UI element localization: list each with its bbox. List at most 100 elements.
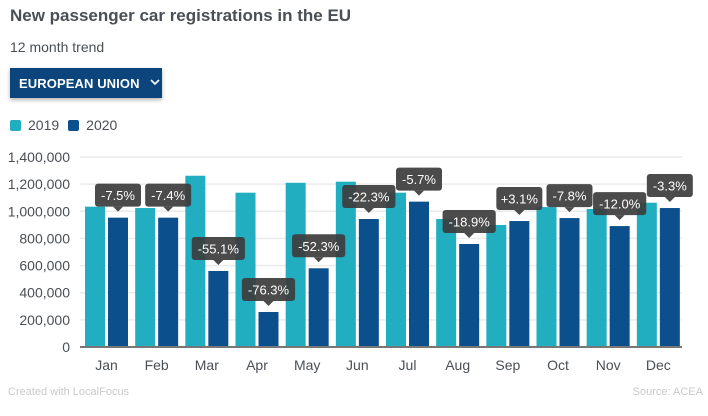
change-label-text: -5.7% [402, 172, 436, 187]
change-label-text: +3.1% [501, 192, 539, 207]
bar-2019-jun[interactable] [335, 181, 356, 347]
legend: 2019 2020 [10, 117, 126, 133]
x-tick-label: Oct [547, 357, 569, 373]
bar-2020-dec[interactable] [659, 208, 680, 347]
change-label-box [442, 209, 496, 233]
change-label-pointer [313, 257, 324, 263]
y-tick-label: 400,000 [19, 285, 70, 301]
bar-2019-may[interactable] [285, 182, 306, 347]
change-label-oct: -7.8% [546, 184, 593, 213]
change-label-text: -76.3% [248, 282, 290, 297]
region-dropdown[interactable]: EUROPEAN UNION [10, 68, 162, 98]
bar-2020-nov[interactable] [609, 226, 630, 347]
y-tick-label: 600,000 [19, 258, 70, 274]
change-label-pointer [614, 215, 625, 221]
legend-swatch-2019 [10, 119, 21, 131]
change-label-text: -7.5% [101, 188, 135, 203]
bar-2019-apr[interactable] [235, 192, 256, 347]
bar-2020-jul[interactable] [409, 201, 429, 347]
change-label-jul: -5.7% [396, 167, 442, 196]
change-label-box [292, 234, 346, 258]
bar-2019-jan[interactable] [85, 206, 105, 347]
legend-label-2020: 2020 [86, 117, 118, 133]
change-label-pointer [564, 207, 575, 213]
x-tick-label: Jul [399, 357, 417, 373]
change-label-mar: -55.1% [191, 237, 245, 265]
change-label-pointer [163, 206, 174, 212]
bar-2020-apr[interactable] [258, 311, 279, 347]
change-label-pointer [363, 208, 374, 214]
change-label-pointer [213, 260, 224, 265]
x-tick-label: May [294, 357, 320, 373]
x-tick-label: Sep [495, 357, 520, 373]
bar-2020-jun[interactable] [358, 219, 379, 347]
change-label-box [646, 174, 693, 198]
change-label-aug: -18.9% [442, 209, 496, 238]
change-label-box [593, 192, 647, 216]
bar-2019-feb[interactable] [135, 208, 156, 347]
change-label-jan: -7.5% [95, 183, 141, 212]
change-label-sep: +3.1% [496, 187, 543, 216]
bar-2019-sep[interactable] [486, 224, 507, 347]
x-tick-label: Jun [346, 357, 369, 373]
bar-2020-oct[interactable] [559, 218, 580, 347]
credit-text[interactable]: Created with LocalFocus [8, 386, 130, 398]
y-tick-label: 200,000 [19, 312, 70, 328]
region-dropdown-label: EUROPEAN UNION [19, 75, 140, 91]
change-label-box [396, 167, 442, 191]
change-label-text: -3.3% [653, 179, 687, 194]
bar-2019-mar[interactable] [185, 175, 206, 347]
change-label-apr: -76.3% [241, 277, 296, 306]
bar-2019-dec[interactable] [636, 202, 657, 347]
change-label-dec: -3.3% [646, 174, 693, 203]
change-label-text: -7.8% [553, 189, 587, 204]
bar-2020-aug[interactable] [459, 243, 480, 347]
change-label-text: -12.0% [599, 197, 641, 212]
source-text: Source: ACEA [632, 386, 703, 398]
legend-item-2019[interactable]: 2019 [10, 117, 59, 133]
change-label-pointer [263, 300, 274, 306]
x-tick-label: Nov [596, 357, 621, 373]
chart-title: New passenger car registrations in the E… [10, 6, 352, 25]
y-tick-label: 0 [62, 339, 70, 355]
y-tick-label: 1,200,000 [8, 176, 70, 192]
bar-2019-aug[interactable] [436, 219, 457, 347]
bar-chart: 0 200,000 400,000 600,000 800,000 1,000,000 1,… [8, 149, 693, 373]
change-label-may: -52.3% [292, 234, 346, 263]
legend-label-2019: 2019 [28, 117, 60, 133]
change-label-pointer [113, 206, 123, 212]
bar-2020-may[interactable] [308, 268, 329, 347]
legend-item-2020[interactable]: 2020 [68, 117, 117, 133]
x-tick-label: Jan [95, 357, 118, 373]
change-label-box [546, 184, 593, 208]
bar-2019-jul[interactable] [386, 192, 406, 347]
bar-2020-sep[interactable] [509, 221, 530, 347]
y-tick-label: 1,400,000 [8, 149, 70, 165]
y-tick-label: 1,000,000 [8, 203, 70, 219]
chevron-down-icon [150, 77, 160, 89]
change-label-box [191, 237, 245, 260]
bar-2020-mar[interactable] [208, 271, 229, 347]
change-label-feb: -7.4% [145, 183, 192, 212]
y-tick-label: 800,000 [19, 230, 70, 246]
bar-2020-feb[interactable] [158, 217, 179, 347]
change-label-text: -7.4% [151, 188, 185, 203]
change-label-pointer [414, 190, 424, 196]
change-label-text: -52.3% [298, 239, 340, 254]
x-tick-label: Mar [195, 357, 219, 373]
change-label-text: -22.3% [348, 190, 390, 205]
bar-2019-nov[interactable] [586, 208, 607, 347]
change-label-box [496, 187, 543, 211]
bar-2020-jan[interactable] [108, 217, 128, 347]
change-label-jun: -22.3% [342, 185, 396, 214]
change-label-box [95, 183, 141, 207]
change-label-box [342, 185, 396, 209]
legend-swatch-2020 [68, 119, 80, 131]
x-tick-label: Apr [246, 357, 268, 373]
chart-subtitle: 12 month trend [10, 39, 105, 55]
change-label-box [145, 183, 192, 207]
change-label-pointer [664, 197, 675, 203]
bar-2019-oct[interactable] [536, 207, 557, 347]
x-tick-label: Aug [445, 357, 470, 373]
change-label-box [241, 277, 296, 301]
